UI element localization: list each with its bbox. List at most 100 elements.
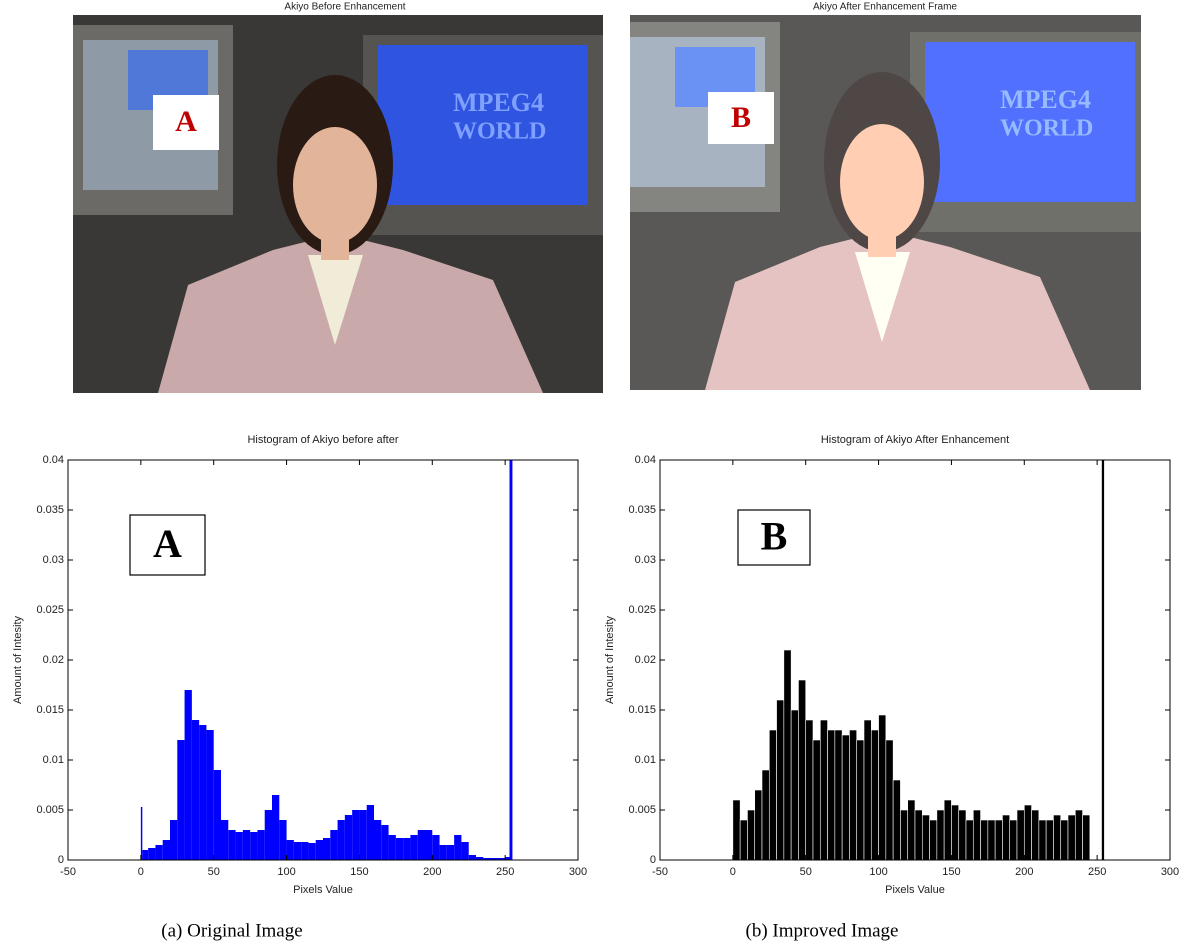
annotation-box	[129, 514, 206, 576]
bar	[410, 835, 418, 860]
bar	[177, 740, 185, 860]
bar	[257, 830, 265, 860]
bar	[936, 809, 945, 860]
bar	[819, 719, 828, 860]
chart-title: Histogram of Akiyo After Enhancement	[821, 434, 1009, 446]
bar	[417, 830, 425, 860]
bar	[403, 838, 411, 860]
bar	[454, 835, 462, 860]
bar	[425, 830, 433, 860]
bar	[228, 830, 236, 860]
bar	[929, 819, 938, 860]
bar	[980, 819, 989, 860]
y-tick-label: 0	[650, 854, 656, 866]
bar	[994, 819, 1003, 860]
bar	[148, 848, 156, 860]
x-tick-label: 250	[1088, 866, 1106, 878]
bar	[446, 845, 455, 860]
bar	[943, 799, 952, 860]
bar	[863, 719, 872, 860]
x-tick-label: 200	[423, 866, 441, 878]
bar	[439, 845, 447, 860]
bar	[395, 838, 404, 860]
bar	[155, 845, 163, 860]
bar	[315, 840, 323, 860]
bar	[1074, 809, 1083, 860]
bar	[1101, 460, 1105, 860]
bar	[272, 795, 280, 860]
bar	[206, 730, 214, 860]
bar	[337, 820, 345, 860]
y-tick-label: 0.04	[43, 454, 64, 466]
bar	[301, 842, 309, 860]
bar	[1038, 819, 1047, 860]
y-tick-label: 0.03	[43, 554, 64, 566]
bar	[381, 825, 389, 860]
bar	[483, 858, 491, 860]
image-title: Akiyo After Enhancement Frame	[813, 2, 957, 13]
bar	[221, 820, 229, 860]
bar	[1082, 814, 1091, 860]
bar	[1031, 809, 1040, 860]
x-axis-label: Pixels Value	[293, 884, 353, 896]
y-tick-label: 0.035	[36, 504, 64, 516]
bar	[461, 842, 469, 860]
bar	[1009, 819, 1018, 860]
bar	[776, 699, 785, 860]
y-axis-label: Amount of Intesity	[12, 615, 24, 704]
bar	[388, 835, 396, 860]
bar	[878, 714, 887, 860]
x-tick-label: 50	[800, 866, 812, 878]
bar	[761, 769, 770, 860]
bar	[199, 725, 207, 860]
bar	[1002, 814, 1011, 860]
caption: (a) Original Image	[161, 920, 302, 941]
bar	[191, 720, 200, 860]
image-label: B	[731, 101, 751, 134]
bar	[468, 855, 476, 860]
x-tick-label: 50	[208, 866, 220, 878]
bar	[907, 799, 916, 860]
bar	[892, 779, 901, 860]
annotation: B	[761, 514, 788, 559]
x-tick-label: 200	[1015, 866, 1033, 878]
bar	[293, 842, 302, 860]
bar	[870, 729, 879, 860]
bar	[951, 804, 960, 860]
bar	[170, 820, 178, 860]
y-tick-label: 0	[58, 854, 64, 866]
bar	[768, 729, 777, 860]
bar	[490, 858, 498, 860]
x-tick-label: 300	[569, 866, 587, 878]
bar	[1016, 809, 1025, 860]
bar	[286, 840, 294, 860]
x-tick-label: 0	[138, 866, 144, 878]
bar	[1045, 819, 1054, 860]
bar	[509, 460, 513, 860]
bar	[1023, 804, 1032, 860]
y-tick-label: 0.025	[628, 604, 656, 616]
bar	[812, 739, 821, 860]
y-tick-label: 0.005	[36, 804, 64, 816]
x-tick-label: 150	[350, 866, 368, 878]
bar	[359, 810, 367, 860]
bar	[279, 820, 287, 860]
x-tick-label: 100	[277, 866, 295, 878]
y-tick-label: 0.01	[43, 754, 64, 766]
bar	[476, 857, 484, 860]
bar	[900, 809, 909, 860]
photo-after	[630, 15, 1141, 390]
bar	[308, 843, 316, 860]
bar	[184, 690, 192, 860]
y-axis-label: Amount of Intesity	[604, 615, 616, 704]
bar	[140, 807, 143, 860]
bars	[140, 460, 513, 860]
chart-title: Histogram of Akiyo before after	[247, 434, 398, 446]
annotation-box	[737, 509, 811, 566]
bar	[344, 815, 353, 860]
bar	[987, 819, 996, 860]
bar	[732, 799, 741, 860]
y-tick-label: 0.04	[635, 454, 656, 466]
